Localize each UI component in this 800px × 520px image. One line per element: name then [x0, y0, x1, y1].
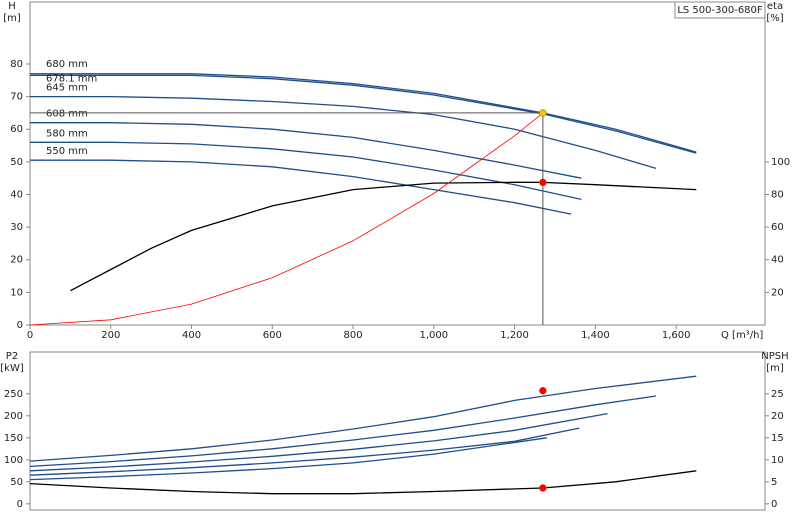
- y-tick-label: 30: [10, 222, 23, 233]
- x-tick-label: 800: [344, 330, 363, 341]
- operating-point: [539, 386, 547, 395]
- y-tick-label: 40: [10, 189, 23, 200]
- x-tick-label: 0: [27, 330, 33, 341]
- y2-tick-label: 100: [771, 157, 790, 168]
- y2-tick-label: 10: [771, 455, 784, 466]
- y-axis-label: [m]: [3, 13, 21, 24]
- curve: [29, 470, 697, 495]
- y2-tick-label: 25: [771, 389, 784, 400]
- y-tick-label: 100: [4, 455, 23, 466]
- y-tick-label: 150: [4, 433, 23, 444]
- curve-label: 580 mm: [46, 128, 88, 139]
- y-tick-label: 0: [17, 320, 23, 331]
- curve-label: 645 mm: [46, 83, 88, 94]
- y2-tick-label: 20: [771, 411, 784, 422]
- operating-point: [539, 178, 547, 187]
- curve: [30, 95, 657, 170]
- y2-tick-label: 20: [771, 287, 784, 298]
- curve: [29, 395, 657, 468]
- curve: [29, 375, 697, 462]
- x-tick-label: 1,000: [420, 330, 449, 341]
- x-tick-label: 400: [182, 330, 201, 341]
- y2-tick-label: 80: [771, 189, 784, 200]
- y-tick-label: 0: [17, 499, 23, 510]
- y2-tick-label: 15: [771, 433, 784, 444]
- y2-axis-label: NPSH: [761, 351, 788, 362]
- curve: [70, 181, 697, 292]
- curve: [29, 437, 547, 481]
- y-tick-label: 250: [4, 389, 23, 400]
- plot-frame: [29, 351, 766, 511]
- y2-tick-label: 0: [771, 499, 777, 510]
- y2-axis-label: eta: [767, 1, 783, 12]
- y-tick-label: 200: [4, 411, 23, 422]
- plot-frame: [29, 1, 766, 326]
- y-tick-label: 80: [10, 59, 23, 70]
- x-tick-label: 1,400: [581, 330, 610, 341]
- curve: [30, 159, 572, 215]
- x-tick-label: 1,200: [500, 330, 529, 341]
- y2-axis-label: [%]: [766, 13, 783, 24]
- curve-label: 550 mm: [46, 146, 88, 157]
- x-tick-label: 200: [101, 330, 120, 341]
- x-axis-label: Q [m³/h]: [721, 330, 763, 341]
- y2-axis-label: [m]: [766, 363, 784, 374]
- x-tick-label: 600: [263, 330, 282, 341]
- legend-box: [674, 1, 766, 19]
- curve: [30, 74, 697, 154]
- y2-tick-label: 60: [771, 222, 784, 233]
- curve: [30, 73, 697, 153]
- y2-tick-label: 40: [771, 255, 784, 266]
- curve-label: 678.1 mm: [46, 73, 97, 84]
- curve: [30, 122, 582, 179]
- x-tick-label: 1,600: [662, 330, 691, 341]
- y-tick-label: 60: [10, 124, 23, 135]
- y-tick-label: 20: [10, 255, 23, 266]
- y2-tick-label: 5: [771, 477, 777, 488]
- y-axis-label: [kW]: [0, 363, 24, 374]
- y-tick-label: 10: [10, 287, 23, 298]
- curve: [29, 427, 580, 476]
- y-axis-label: P2: [6, 351, 18, 362]
- y-tick-label: 50: [10, 157, 23, 168]
- curve-label: 680 mm: [46, 59, 88, 70]
- y-tick-label: 50: [10, 477, 23, 488]
- curve: [29, 112, 544, 326]
- operating-point: [539, 484, 547, 492]
- curve: [29, 412, 608, 472]
- curve-label: 608 mm: [46, 109, 88, 120]
- chart-title: LS 500-300-680F: [677, 5, 763, 16]
- y-axis-label: H: [8, 1, 16, 12]
- y-tick-label: 70: [10, 92, 23, 103]
- operating-point: [539, 109, 547, 117]
